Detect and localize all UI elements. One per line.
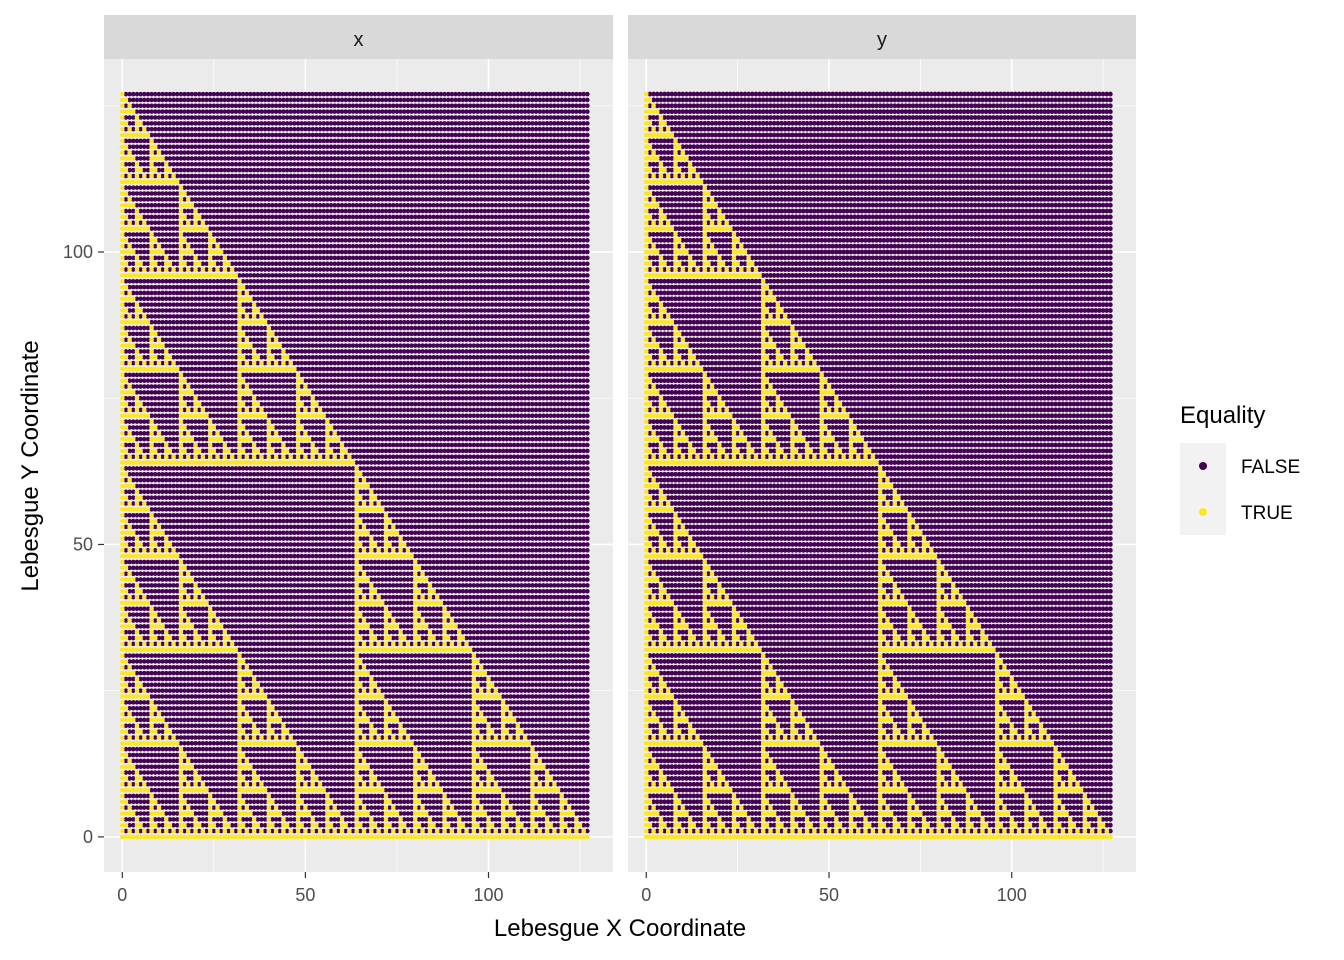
- x-tick-label: 100: [473, 885, 503, 905]
- x-tick-label: 0: [117, 885, 127, 905]
- x-tick-label: 50: [295, 885, 315, 905]
- facet-panel-x: x: [104, 15, 613, 872]
- legend: Equality FALSE TRUE: [1180, 402, 1300, 535]
- x-axis-title: Lebesgue X Coordinate: [494, 915, 746, 942]
- points-true: [644, 91, 1113, 840]
- y-axis-title: Lebesgue Y Coordinate: [17, 340, 44, 591]
- x-tick-label: 0: [641, 885, 651, 905]
- legend-title: Equality: [1180, 402, 1265, 429]
- y-tick-label: 100: [63, 242, 93, 262]
- x-tick-label: 100: [997, 885, 1027, 905]
- y-tick-label: 0: [83, 827, 93, 847]
- facet-panel-y: y: [628, 15, 1136, 872]
- points-false: [647, 91, 1113, 834]
- points-true: [120, 91, 590, 840]
- legend-key-false: [1199, 462, 1207, 470]
- legend-label-false: FALSE: [1241, 457, 1300, 478]
- legend-label-true: TRUE: [1241, 503, 1293, 524]
- facet-strip-label: y: [877, 29, 887, 51]
- facet-strip: [628, 15, 1136, 59]
- legend-key-true: [1199, 508, 1207, 516]
- facet-strip: [104, 15, 613, 59]
- y-tick-label: 50: [73, 534, 93, 554]
- points-false: [123, 91, 590, 834]
- x-tick-label: 50: [819, 885, 839, 905]
- facet-strip-label: x: [354, 29, 364, 51]
- axes: 0 50 100 0 50 100 0 50 100: [63, 242, 1027, 905]
